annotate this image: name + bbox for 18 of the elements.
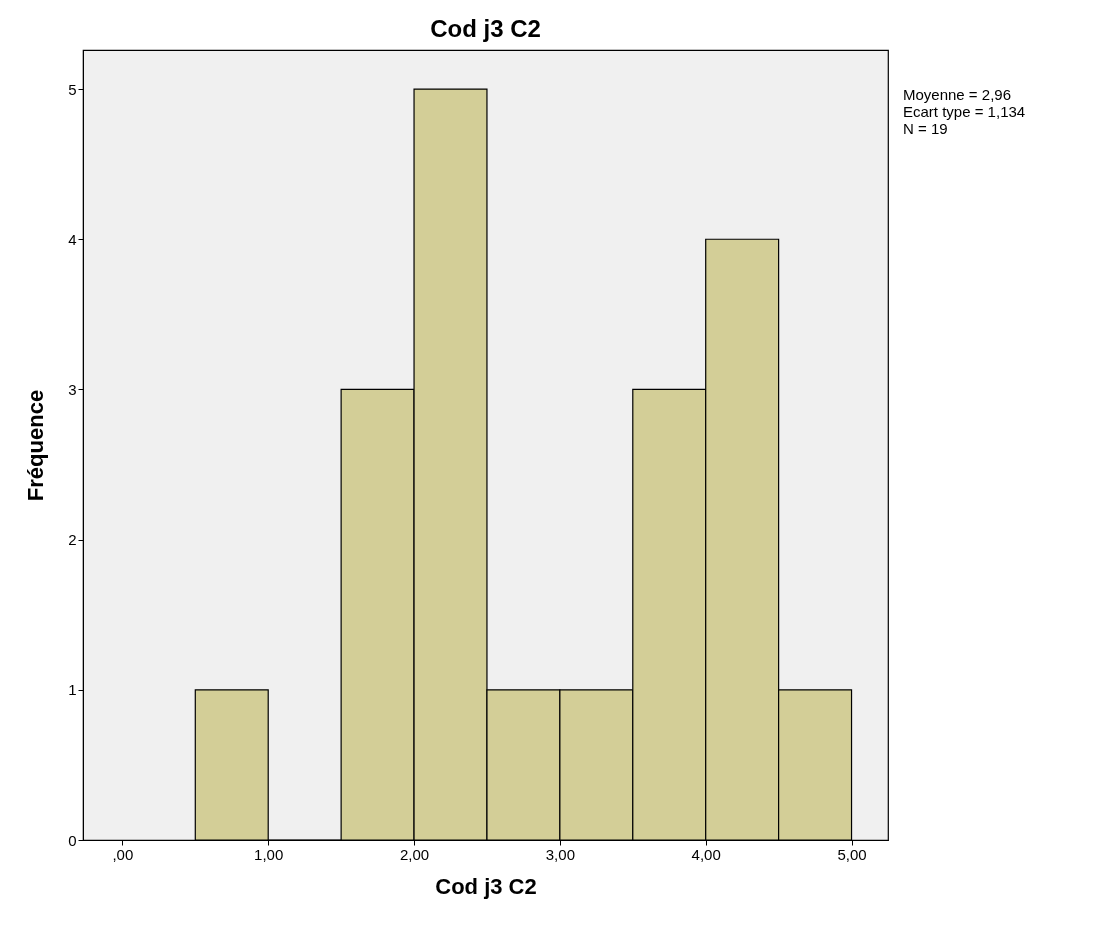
x-tick-label: 1,00	[254, 845, 284, 863]
x-tick-label: ,00	[112, 845, 134, 863]
y-tick-label: 0	[68, 831, 77, 849]
x-tick-label: 5,00	[837, 845, 867, 863]
x-tick-label: 2,00	[399, 845, 430, 863]
y-tick-label: 2	[68, 531, 77, 549]
y-tick-label: 1	[68, 681, 77, 699]
y-tick-label: 3	[68, 380, 77, 398]
y-axis-title: Fréquence	[23, 389, 49, 502]
y-tick-label: 5	[68, 80, 77, 98]
text: Ecart type = 1,134	[903, 103, 1026, 120]
chart-title: Cod j3 C2	[430, 15, 541, 42]
x-tick-label: 3,00	[545, 845, 575, 863]
text: N = 19	[903, 120, 948, 137]
x-axis-title: Cod j3 C2	[435, 873, 537, 899]
x-tick-label: 4,00	[691, 845, 721, 863]
text: Moyenne = 2,96	[903, 86, 1011, 103]
y-tick-label: 4	[68, 230, 77, 248]
